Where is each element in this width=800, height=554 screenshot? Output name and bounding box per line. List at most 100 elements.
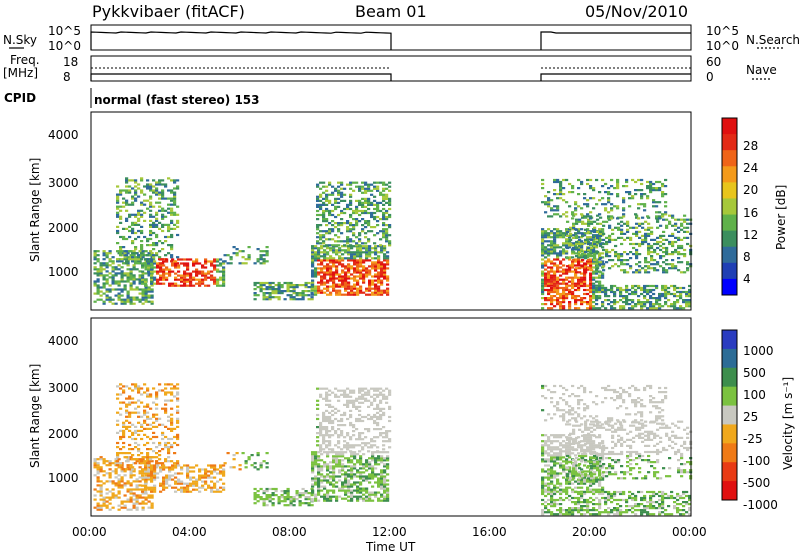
heatmap-cell [134, 425, 138, 428]
heatmap-cell [356, 485, 360, 488]
heatmap-cell [562, 244, 566, 247]
heatmap-cell [141, 250, 145, 253]
heatmap-cell [265, 494, 269, 497]
heatmap-cell [632, 232, 636, 235]
heatmap-cell [144, 286, 148, 289]
heatmap-cell [377, 481, 381, 484]
heatmap-cell [96, 270, 100, 273]
heatmap-cell [349, 391, 353, 394]
heatmap-cell [283, 281, 287, 285]
heatmap-cell [593, 226, 597, 229]
heatmap-cell [198, 278, 202, 281]
heatmap-cell [161, 191, 165, 194]
heatmap-cell [180, 472, 184, 475]
heatmap-cell [386, 483, 390, 486]
heatmap-cell [331, 405, 335, 408]
heatmap-cell [122, 401, 126, 404]
heatmap-cell [568, 246, 572, 249]
heatmap-cell [265, 288, 269, 291]
heatmap-cell [577, 278, 581, 281]
heatmap-cell [592, 236, 596, 239]
heatmap-cell [347, 251, 351, 254]
heatmap-cell [584, 255, 588, 258]
heatmap-cell [329, 483, 333, 486]
heatmap-cell [635, 253, 639, 256]
heatmap-cell [153, 262, 157, 265]
heatmap-cell [568, 284, 572, 287]
heatmap-cell [128, 185, 132, 188]
heatmap-cell [571, 234, 575, 237]
heatmap-cell [679, 286, 683, 290]
heatmap-cell [120, 288, 124, 291]
heatmap-cell [647, 253, 651, 256]
heatmap-cell [676, 299, 680, 302]
heatmap-cell [574, 272, 578, 275]
heatmap-cell [595, 280, 599, 283]
heatmap-cell [571, 252, 575, 255]
heatmap-cell [382, 407, 386, 410]
heatmap-cell [604, 288, 608, 292]
heatmap-cell [311, 273, 315, 276]
heatmap-cell [335, 259, 339, 262]
heatmap-cell [377, 483, 381, 486]
heatmap-cell [326, 499, 330, 502]
heatmap-cell [341, 463, 345, 466]
heatmap-cell [165, 466, 169, 469]
heatmap-cell [583, 276, 587, 279]
heatmap-cell [132, 250, 136, 253]
heatmap-cell [316, 399, 320, 402]
heatmap-cell [138, 484, 142, 487]
heatmap-cell [583, 297, 587, 300]
heatmap-cell [361, 397, 365, 400]
heatmap-cell [256, 260, 260, 263]
heatmap-cell [222, 474, 226, 477]
heatmap-cell [99, 262, 103, 265]
heatmap-cell [155, 181, 159, 184]
heatmap-cell [311, 293, 315, 296]
heatmap-cell [259, 250, 263, 253]
heatmap-cell [623, 271, 627, 274]
heatmap-cell [374, 291, 378, 294]
heatmap-cell [385, 195, 389, 198]
heatmap-cell [586, 301, 590, 304]
heatmap-cell [120, 478, 124, 481]
heatmap-cell [617, 259, 621, 262]
heatmap-cell [350, 461, 354, 464]
heatmap-cell [253, 294, 257, 297]
heatmap-cell [125, 217, 129, 220]
heatmap-cell [566, 257, 570, 260]
heatmap-cell [379, 434, 383, 437]
heatmap-cell [147, 274, 151, 277]
heatmap-cell [355, 211, 359, 215]
heatmap-cell [198, 476, 202, 479]
heatmap-cell [347, 247, 351, 250]
heatmap-cell [544, 262, 548, 265]
heatmap-cell [329, 279, 333, 282]
heatmap-cell [320, 289, 324, 292]
heatmap-cell [134, 185, 138, 188]
heatmap-cell [331, 224, 335, 227]
heatmap-cell [380, 271, 384, 274]
heatmap-cell [125, 191, 129, 194]
heatmap-cell [368, 265, 372, 268]
heatmap-cell [589, 284, 593, 287]
heatmap-cell [382, 195, 386, 198]
heatmap-cell [271, 498, 275, 501]
heatmap-cell [162, 476, 166, 479]
heatmap-cell [122, 423, 126, 426]
heatmap-cell [307, 504, 311, 507]
heatmap-cell [322, 236, 326, 239]
heatmap-cell [359, 247, 363, 250]
heatmap-cell [161, 193, 165, 196]
heatmap-cell [295, 498, 299, 501]
heatmap-cell [126, 466, 130, 469]
heatmap-cell [373, 185, 377, 188]
heatmap-cell [665, 226, 669, 229]
heatmap-cell [361, 205, 365, 208]
heatmap-cell [189, 274, 193, 277]
heatmap-cell [129, 496, 133, 499]
heatmap-cell [613, 295, 617, 298]
heatmap-cell [341, 253, 345, 256]
heatmap-cell [568, 240, 572, 243]
heatmap-cell [141, 492, 145, 495]
